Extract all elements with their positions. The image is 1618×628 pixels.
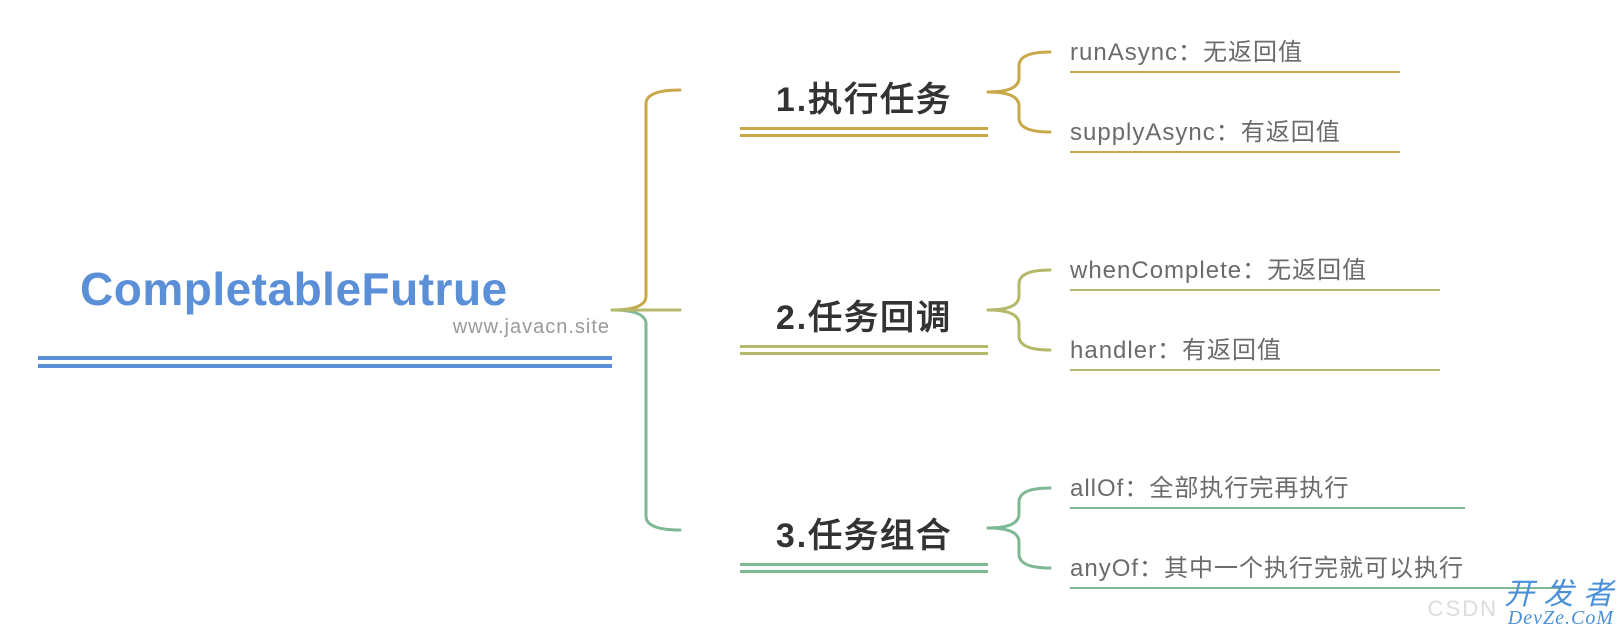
branch-2-leaf-1: whenComplete：无返回值 — [1070, 250, 1440, 291]
leaf-text: handler：有返回值 — [1070, 330, 1440, 365]
root-node: CompletableFutrue www.javacn.site — [80, 262, 610, 339]
branch-3-leaf-2: anyOf：其中一个执行完就可以执行 — [1070, 548, 1560, 589]
leaf-text: allOf：全部执行完再执行 — [1070, 468, 1465, 503]
root-brace — [612, 90, 680, 530]
leaf-underline — [1070, 587, 1560, 589]
watermark-devze-line2: DevZe.CoM — [1504, 607, 1614, 628]
branch-2-title: 2.任务回调 — [740, 290, 988, 339]
branch-2-node: 2.任务回调 — [740, 290, 988, 355]
branch-3-title: 3.任务组合 — [740, 508, 988, 557]
branch-2-brace — [988, 270, 1050, 350]
branch-2-underline — [740, 345, 988, 355]
branch-3-brace — [988, 488, 1050, 568]
leaf-text: supplyAsync：有返回值 — [1070, 112, 1400, 147]
watermark-devze: 开 发 者 DevZe.CoM — [1504, 569, 1614, 628]
leaf-text: whenComplete：无返回值 — [1070, 250, 1440, 285]
branch-1-brace — [988, 52, 1050, 132]
leaf-underline — [1070, 151, 1400, 153]
branch-3-node: 3.任务组合 — [740, 508, 988, 573]
leaf-text: runAsync：无返回值 — [1070, 32, 1400, 67]
branch-1-node: 1.执行任务 — [740, 72, 988, 137]
root-subtitle: www.javacn.site — [80, 316, 610, 339]
leaf-underline — [1070, 289, 1440, 291]
watermark-csdn: CSDN — [1428, 596, 1498, 622]
branch-1-leaf-1: runAsync：无返回值 — [1070, 32, 1400, 73]
branch-1-underline — [740, 127, 988, 137]
leaf-underline — [1070, 369, 1440, 371]
leaf-underline — [1070, 507, 1465, 509]
branch-3-underline — [740, 563, 988, 573]
branch-3-leaf-1: allOf：全部执行完再执行 — [1070, 468, 1465, 509]
root-underline — [38, 356, 612, 368]
leaf-underline — [1070, 71, 1400, 73]
branch-1-title: 1.执行任务 — [740, 72, 988, 121]
branch-1-leaf-2: supplyAsync：有返回值 — [1070, 112, 1400, 153]
root-title: CompletableFutrue — [80, 262, 610, 316]
branch-2-leaf-2: handler：有返回值 — [1070, 330, 1440, 371]
leaf-text: anyOf：其中一个执行完就可以执行 — [1070, 548, 1560, 583]
